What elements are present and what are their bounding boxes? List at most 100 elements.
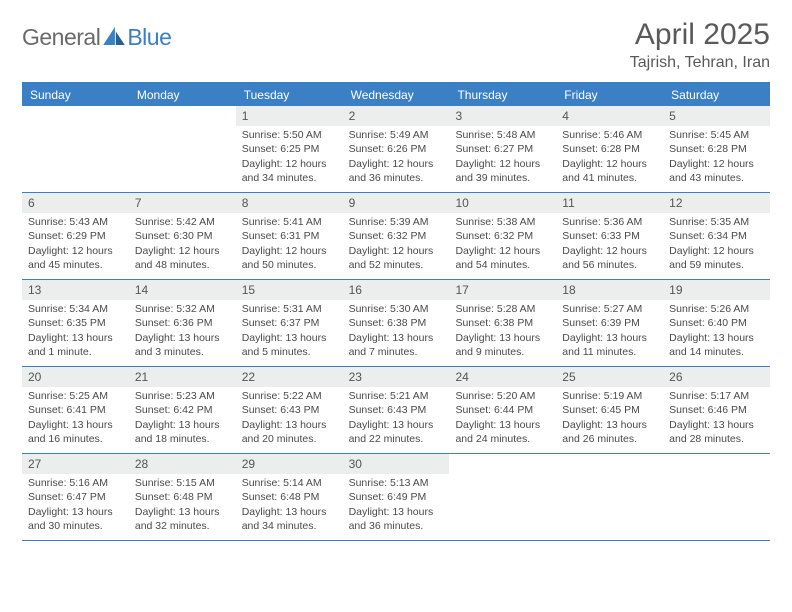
location-label: Tajrish, Tehran, Iran xyxy=(630,54,770,72)
daylight-text: Daylight: 12 hours and 52 minutes. xyxy=(349,244,444,272)
cell-body: Sunrise: 5:19 AMSunset: 6:45 PMDaylight:… xyxy=(556,387,663,450)
day-number: 11 xyxy=(556,193,663,213)
day-number: 9 xyxy=(343,193,450,213)
calendar-cell: 25Sunrise: 5:19 AMSunset: 6:45 PMDayligh… xyxy=(556,367,663,453)
day-number: 18 xyxy=(556,280,663,300)
sunrise-text: Sunrise: 5:27 AM xyxy=(562,302,657,316)
day-number: 24 xyxy=(449,367,556,387)
calendar-cell: 20Sunrise: 5:25 AMSunset: 6:41 PMDayligh… xyxy=(22,367,129,453)
weekday-header: Friday xyxy=(556,84,663,106)
cell-body: Sunrise: 5:13 AMSunset: 6:49 PMDaylight:… xyxy=(343,474,450,537)
cell-body: Sunrise: 5:28 AMSunset: 6:38 PMDaylight:… xyxy=(449,300,556,363)
sunset-text: Sunset: 6:25 PM xyxy=(242,142,337,156)
cell-body: Sunrise: 5:27 AMSunset: 6:39 PMDaylight:… xyxy=(556,300,663,363)
calendar-cell-blank xyxy=(663,454,770,540)
cell-body: Sunrise: 5:35 AMSunset: 6:34 PMDaylight:… xyxy=(663,213,770,276)
daylight-text: Daylight: 12 hours and 59 minutes. xyxy=(669,244,764,272)
daylight-text: Daylight: 13 hours and 18 minutes. xyxy=(135,418,230,446)
calendar-cell: 11Sunrise: 5:36 AMSunset: 6:33 PMDayligh… xyxy=(556,193,663,279)
calendar-cell: 16Sunrise: 5:30 AMSunset: 6:38 PMDayligh… xyxy=(343,280,450,366)
daylight-text: Daylight: 12 hours and 34 minutes. xyxy=(242,157,337,185)
sunrise-text: Sunrise: 5:41 AM xyxy=(242,215,337,229)
day-number: 29 xyxy=(236,454,343,474)
day-number: 15 xyxy=(236,280,343,300)
sunset-text: Sunset: 6:38 PM xyxy=(349,316,444,330)
cell-body: Sunrise: 5:16 AMSunset: 6:47 PMDaylight:… xyxy=(22,474,129,537)
sunset-text: Sunset: 6:37 PM xyxy=(242,316,337,330)
sunrise-text: Sunrise: 5:46 AM xyxy=(562,128,657,142)
cell-body: Sunrise: 5:50 AMSunset: 6:25 PMDaylight:… xyxy=(236,126,343,189)
week-row: 6Sunrise: 5:43 AMSunset: 6:29 PMDaylight… xyxy=(22,193,770,280)
sunset-text: Sunset: 6:45 PM xyxy=(562,403,657,417)
daylight-text: Daylight: 13 hours and 24 minutes. xyxy=(455,418,550,446)
calendar-cell: 30Sunrise: 5:13 AMSunset: 6:49 PMDayligh… xyxy=(343,454,450,540)
sunset-text: Sunset: 6:48 PM xyxy=(135,490,230,504)
sunset-text: Sunset: 6:28 PM xyxy=(562,142,657,156)
month-title: April 2025 xyxy=(630,18,770,52)
sunrise-text: Sunrise: 5:45 AM xyxy=(669,128,764,142)
daylight-text: Daylight: 12 hours and 36 minutes. xyxy=(349,157,444,185)
daylight-text: Daylight: 12 hours and 45 minutes. xyxy=(28,244,123,272)
calendar-page: General Blue April 2025 Tajrish, Tehran,… xyxy=(0,0,792,541)
day-number: 22 xyxy=(236,367,343,387)
day-number: 14 xyxy=(129,280,236,300)
daylight-text: Daylight: 12 hours and 54 minutes. xyxy=(455,244,550,272)
sunset-text: Sunset: 6:39 PM xyxy=(562,316,657,330)
day-number: 12 xyxy=(663,193,770,213)
daylight-text: Daylight: 12 hours and 56 minutes. xyxy=(562,244,657,272)
day-number: 26 xyxy=(663,367,770,387)
sunrise-text: Sunrise: 5:20 AM xyxy=(455,389,550,403)
sunrise-text: Sunrise: 5:22 AM xyxy=(242,389,337,403)
day-number: 30 xyxy=(343,454,450,474)
cell-body: Sunrise: 5:46 AMSunset: 6:28 PMDaylight:… xyxy=(556,126,663,189)
calendar-cell: 12Sunrise: 5:35 AMSunset: 6:34 PMDayligh… xyxy=(663,193,770,279)
sunset-text: Sunset: 6:42 PM xyxy=(135,403,230,417)
sunset-text: Sunset: 6:35 PM xyxy=(28,316,123,330)
calendar-cell: 26Sunrise: 5:17 AMSunset: 6:46 PMDayligh… xyxy=(663,367,770,453)
calendar-grid: SundayMondayTuesdayWednesdayThursdayFrid… xyxy=(22,82,770,541)
daylight-text: Daylight: 13 hours and 11 minutes. xyxy=(562,331,657,359)
week-row: 1Sunrise: 5:50 AMSunset: 6:25 PMDaylight… xyxy=(22,106,770,193)
title-block: April 2025 Tajrish, Tehran, Iran xyxy=(630,18,770,72)
daylight-text: Daylight: 12 hours and 50 minutes. xyxy=(242,244,337,272)
cell-body: Sunrise: 5:25 AMSunset: 6:41 PMDaylight:… xyxy=(22,387,129,450)
day-number: 10 xyxy=(449,193,556,213)
sunrise-text: Sunrise: 5:31 AM xyxy=(242,302,337,316)
day-number: 6 xyxy=(22,193,129,213)
calendar-cell: 5Sunrise: 5:45 AMSunset: 6:28 PMDaylight… xyxy=(663,106,770,192)
sunset-text: Sunset: 6:31 PM xyxy=(242,229,337,243)
daylight-text: Daylight: 12 hours and 48 minutes. xyxy=(135,244,230,272)
sunrise-text: Sunrise: 5:49 AM xyxy=(349,128,444,142)
sunset-text: Sunset: 6:32 PM xyxy=(455,229,550,243)
cell-body: Sunrise: 5:49 AMSunset: 6:26 PMDaylight:… xyxy=(343,126,450,189)
cell-body: Sunrise: 5:42 AMSunset: 6:30 PMDaylight:… xyxy=(129,213,236,276)
calendar-cell: 15Sunrise: 5:31 AMSunset: 6:37 PMDayligh… xyxy=(236,280,343,366)
cell-body: Sunrise: 5:48 AMSunset: 6:27 PMDaylight:… xyxy=(449,126,556,189)
calendar-cell: 13Sunrise: 5:34 AMSunset: 6:35 PMDayligh… xyxy=(22,280,129,366)
sunset-text: Sunset: 6:40 PM xyxy=(669,316,764,330)
sunrise-text: Sunrise: 5:48 AM xyxy=(455,128,550,142)
calendar-cell: 2Sunrise: 5:49 AMSunset: 6:26 PMDaylight… xyxy=(343,106,450,192)
calendar-cell-blank xyxy=(22,106,129,192)
cell-body: Sunrise: 5:41 AMSunset: 6:31 PMDaylight:… xyxy=(236,213,343,276)
page-header: General Blue April 2025 Tajrish, Tehran,… xyxy=(22,18,770,72)
sunset-text: Sunset: 6:33 PM xyxy=(562,229,657,243)
daylight-text: Daylight: 13 hours and 20 minutes. xyxy=(242,418,337,446)
calendar-cell: 14Sunrise: 5:32 AMSunset: 6:36 PMDayligh… xyxy=(129,280,236,366)
sunrise-text: Sunrise: 5:39 AM xyxy=(349,215,444,229)
cell-body: Sunrise: 5:43 AMSunset: 6:29 PMDaylight:… xyxy=(22,213,129,276)
day-number: 17 xyxy=(449,280,556,300)
daylight-text: Daylight: 12 hours and 39 minutes. xyxy=(455,157,550,185)
day-number: 5 xyxy=(663,106,770,126)
weekday-header: Sunday xyxy=(22,84,129,106)
calendar-cell: 18Sunrise: 5:27 AMSunset: 6:39 PMDayligh… xyxy=(556,280,663,366)
sunset-text: Sunset: 6:29 PM xyxy=(28,229,123,243)
sunrise-text: Sunrise: 5:13 AM xyxy=(349,476,444,490)
weekday-header: Tuesday xyxy=(236,84,343,106)
daylight-text: Daylight: 12 hours and 43 minutes. xyxy=(669,157,764,185)
calendar-cell: 3Sunrise: 5:48 AMSunset: 6:27 PMDaylight… xyxy=(449,106,556,192)
daylight-text: Daylight: 13 hours and 36 minutes. xyxy=(349,505,444,533)
weekday-header: Thursday xyxy=(449,84,556,106)
daylight-text: Daylight: 13 hours and 3 minutes. xyxy=(135,331,230,359)
sunrise-text: Sunrise: 5:34 AM xyxy=(28,302,123,316)
